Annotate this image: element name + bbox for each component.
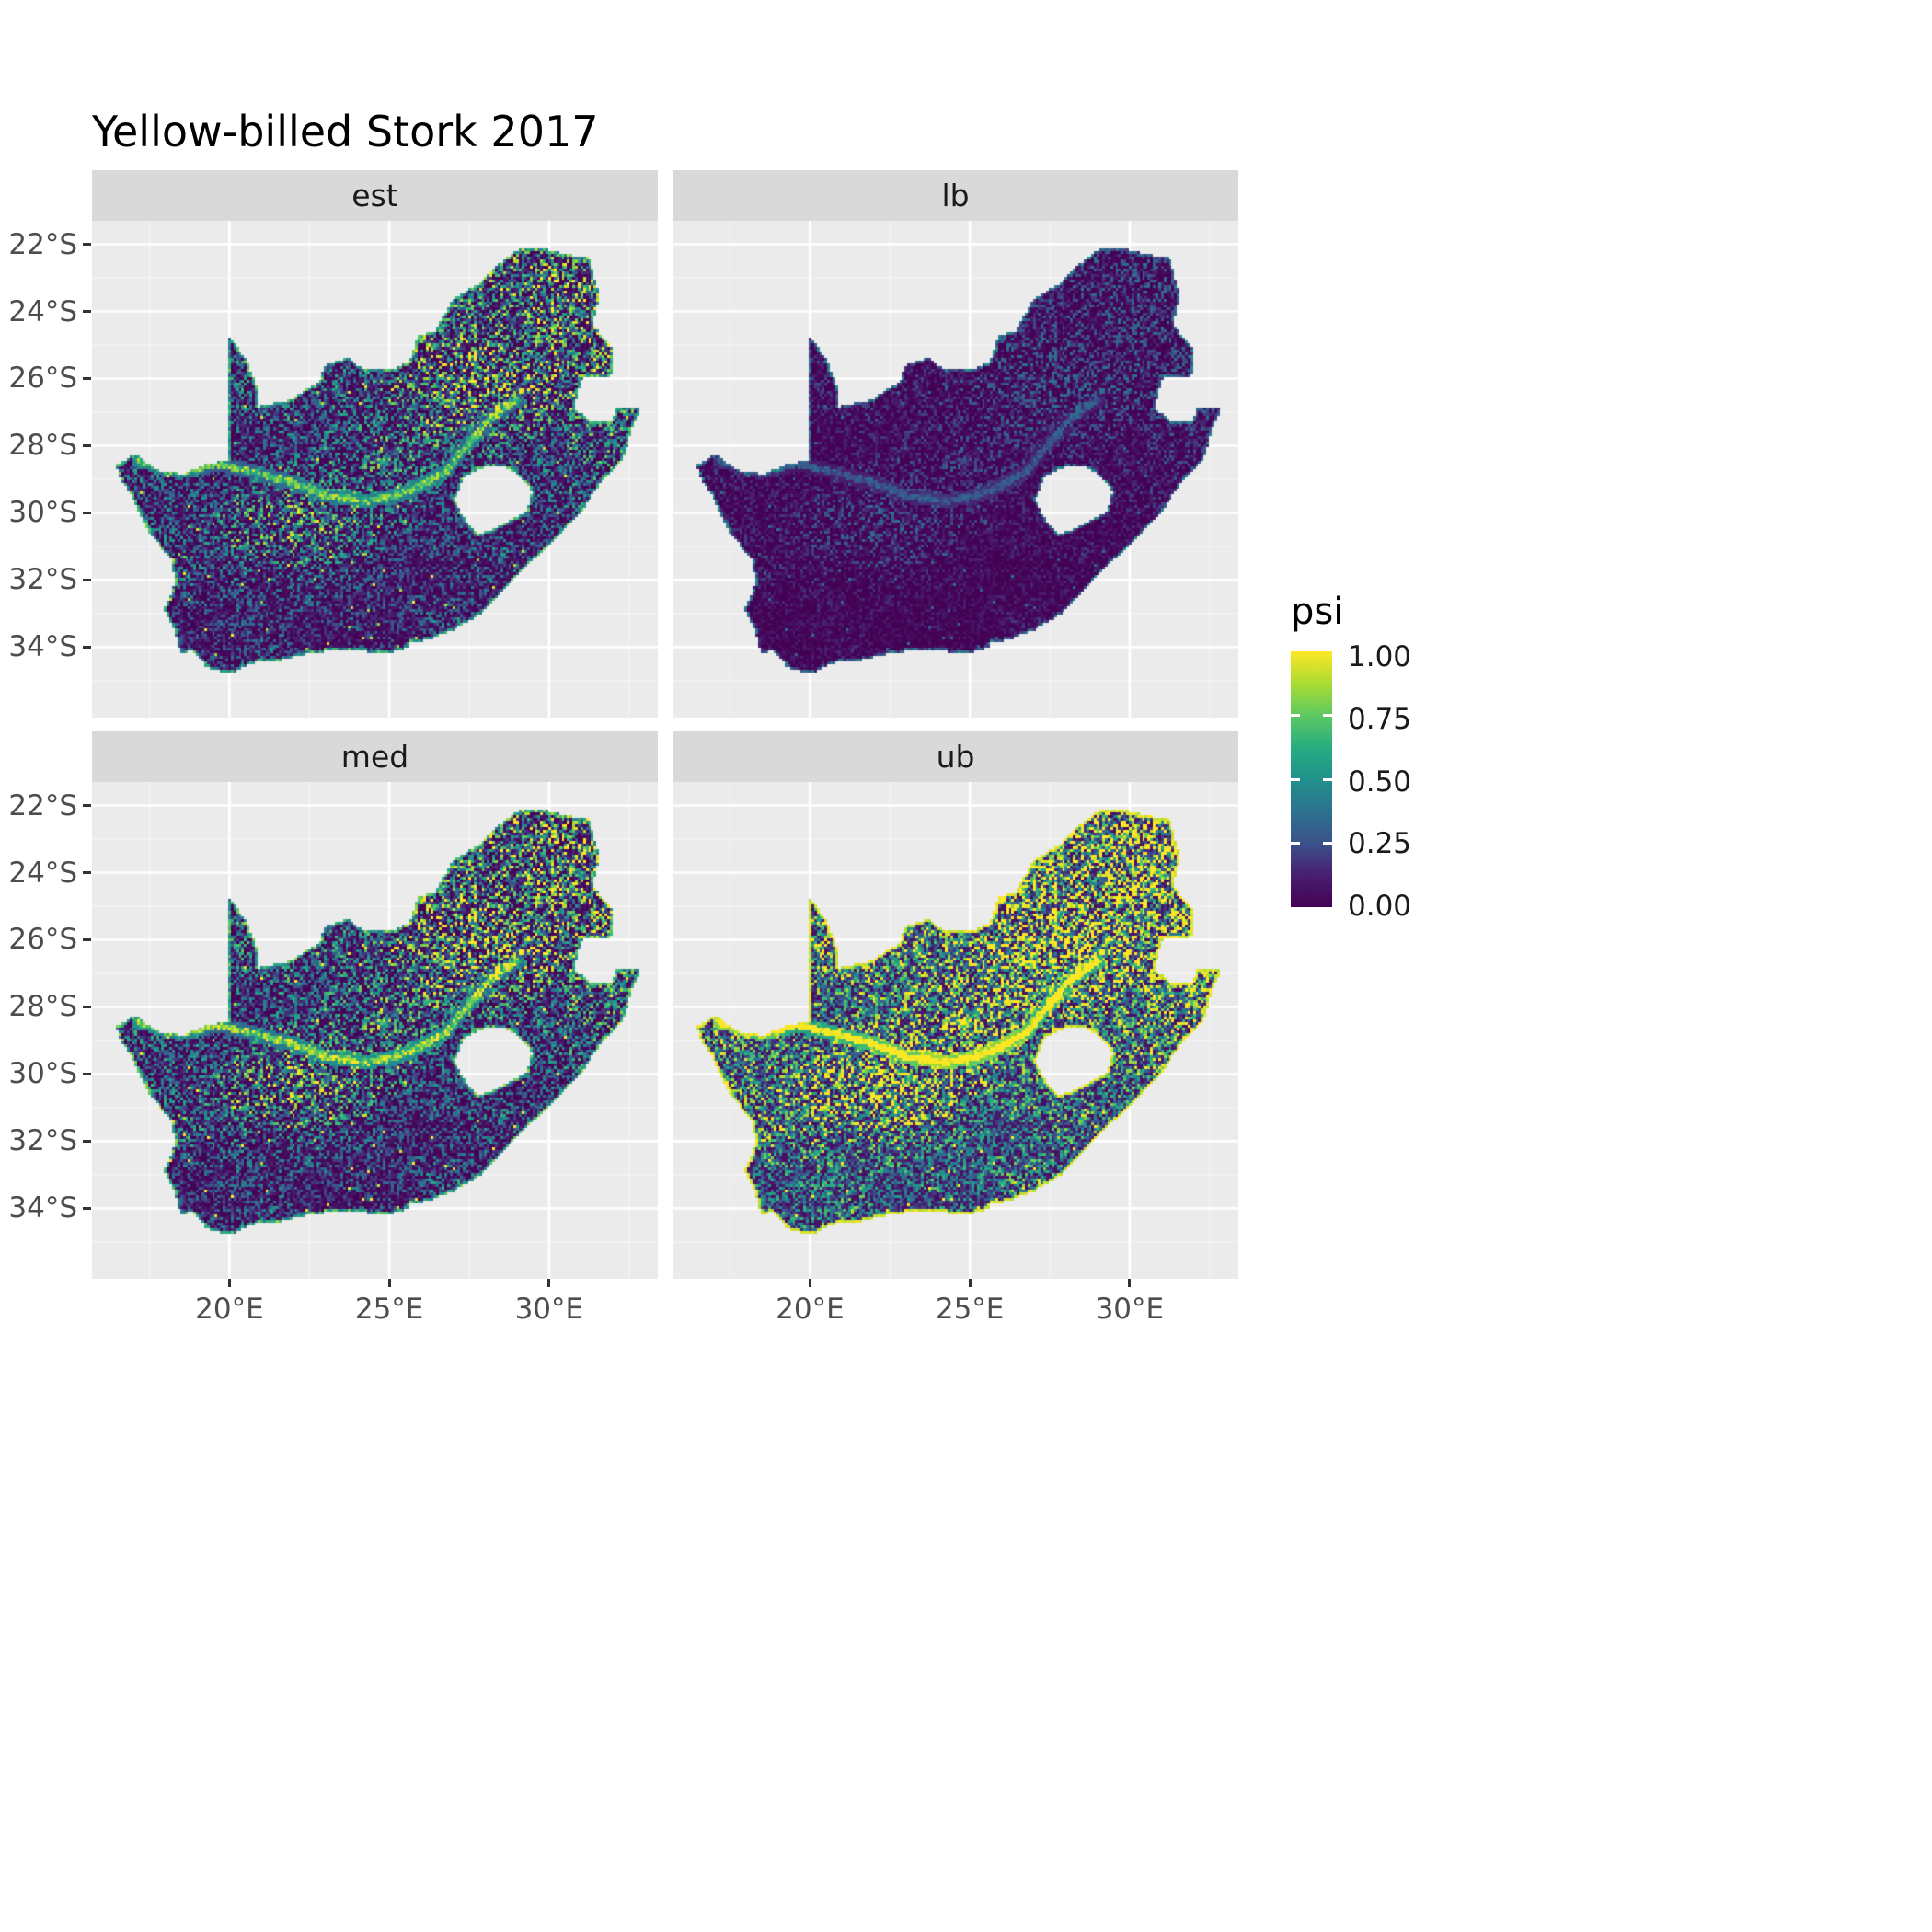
y-axis-label: 24°S: [8, 294, 77, 328]
y-axis-tick: [83, 1206, 91, 1210]
y-axis-label: 24°S: [8, 856, 77, 890]
map-panel-ub: [673, 782, 1238, 1279]
colorbar-tick: [1291, 842, 1300, 845]
x-axis-label: 30°E: [514, 1293, 584, 1326]
facet-label-ub: ub: [936, 739, 975, 775]
y-axis-tick: [83, 937, 91, 941]
y-axis-tick: [83, 1072, 91, 1075]
facet-label-est: est: [351, 178, 398, 213]
map-panel-lb: [673, 221, 1238, 718]
map-panel-est: [92, 221, 658, 718]
y-axis-label: 34°S: [8, 1191, 77, 1225]
x-axis-tick: [227, 1279, 231, 1287]
colorbar-tick: [1323, 777, 1332, 781]
legend: psi 1.00 0.75 0.50 0.25 0.00: [1291, 591, 1512, 927]
x-axis-tick: [808, 1279, 811, 1287]
facet-label-med: med: [340, 739, 409, 775]
x-axis-label: 25°E: [935, 1293, 1005, 1326]
plot-title: Yellow-billed Stork 2017: [92, 107, 599, 156]
x-axis-label: 25°E: [354, 1293, 424, 1326]
colorbar-tick: [1291, 714, 1300, 717]
legend-title: psi: [1291, 591, 1344, 633]
x-axis-tick: [547, 1279, 551, 1287]
y-axis-label: 32°S: [8, 563, 77, 597]
colorbar-wrap: 1.00 0.75 0.50 0.25 0.00: [1291, 640, 1493, 927]
y-axis-label: 30°S: [8, 496, 77, 530]
facet-label-lb: lb: [941, 178, 970, 213]
facet-strip-ub: ub: [673, 731, 1238, 782]
legend-tick-label: 0.25: [1348, 827, 1412, 861]
y-axis-tick: [83, 443, 91, 447]
colorbar-tick: [1323, 714, 1332, 717]
x-axis-tick: [968, 1279, 972, 1287]
y-axis-label: 26°S: [8, 362, 77, 396]
y-axis-label: 30°S: [8, 1057, 77, 1091]
y-axis-tick: [83, 310, 91, 313]
y-axis-tick: [83, 511, 91, 514]
x-axis-tick: [1128, 1279, 1132, 1287]
y-axis-tick: [83, 645, 91, 649]
y-axis-label: 22°S: [8, 788, 77, 822]
colorbar-tick: [1323, 842, 1332, 845]
y-axis-tick: [83, 1139, 91, 1143]
y-axis-label: 26°S: [8, 923, 77, 957]
legend-tick-label: 0.00: [1348, 890, 1412, 923]
legend-tick-label: 1.00: [1348, 640, 1412, 673]
y-axis-label: 34°S: [8, 630, 77, 664]
y-axis-tick: [83, 871, 91, 874]
legend-tick-label: 0.50: [1348, 765, 1412, 799]
map-panel-med: [92, 782, 658, 1279]
y-axis-tick: [83, 376, 91, 380]
legend-tick-label: 0.75: [1348, 702, 1412, 736]
x-axis-label: 20°E: [195, 1293, 264, 1326]
y-axis-label: 28°S: [8, 429, 77, 463]
y-axis-label: 32°S: [8, 1124, 77, 1158]
x-axis-label: 30°E: [1095, 1293, 1165, 1326]
facet-strip-med: med: [92, 731, 658, 782]
y-axis-tick: [83, 243, 91, 247]
y-axis-tick: [83, 578, 91, 581]
y-axis-tick: [83, 804, 91, 808]
facet-strip-est: est: [92, 170, 658, 221]
y-axis-label: 28°S: [8, 990, 77, 1024]
y-axis-label: 22°S: [8, 227, 77, 261]
y-axis-tick: [83, 1005, 91, 1008]
x-axis-label: 20°E: [776, 1293, 845, 1326]
colorbar-tick: [1291, 777, 1300, 781]
facet-strip-lb: lb: [673, 170, 1238, 221]
x-axis-tick: [387, 1279, 391, 1287]
